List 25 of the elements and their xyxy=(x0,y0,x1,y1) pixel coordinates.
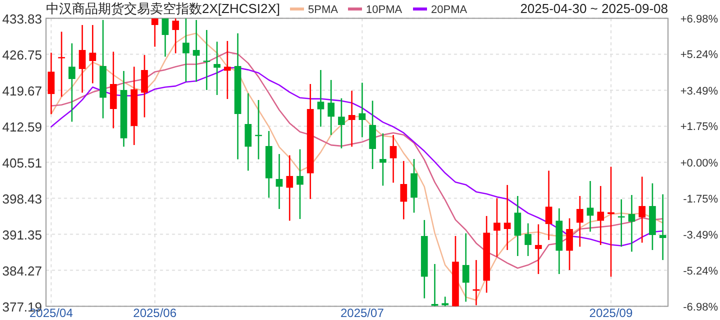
chart-subtitle: 2025-04-30 ~ 2025-09-08 xyxy=(520,1,668,16)
y2-tick-label: -3.49% xyxy=(683,229,718,242)
legend-label: 5PMA xyxy=(308,4,339,16)
legend-label: 10PMA xyxy=(366,4,403,16)
y-tick-label: 398.43 xyxy=(2,191,42,206)
y-tick-label: 426.75 xyxy=(2,47,42,62)
y-tick-label: 384.27 xyxy=(2,263,42,278)
y2-tick-label: -1.75% xyxy=(683,193,718,206)
y-tick-label: 433.83 xyxy=(2,11,42,26)
chart-title: 中汉商品期货交易卖空指数2X[ZHCSI2X] xyxy=(46,1,280,16)
y2-tick-label: +1.75% xyxy=(680,121,718,134)
legend-label: 20PMA xyxy=(431,4,468,16)
y-tick-label: 419.67 xyxy=(2,83,42,98)
x-tick-label: 2025/07 xyxy=(340,306,384,320)
x-tick-label: 2025/06 xyxy=(133,306,177,320)
y2-tick-label: -5.24% xyxy=(683,265,718,278)
y2-tick-label: +0.00% xyxy=(680,157,718,170)
y2-tick-label: -6.98% xyxy=(683,301,718,314)
y2-tick-label: +6.98% xyxy=(680,13,718,26)
y-tick-label: 405.51 xyxy=(2,155,42,170)
y-tick-label: 412.59 xyxy=(2,119,42,134)
y-tick-label: 391.35 xyxy=(2,227,42,242)
x-tick-label: 2025/09 xyxy=(589,306,633,320)
y2-tick-label: +3.49% xyxy=(680,85,718,98)
y2-tick-label: +5.24% xyxy=(680,49,718,62)
